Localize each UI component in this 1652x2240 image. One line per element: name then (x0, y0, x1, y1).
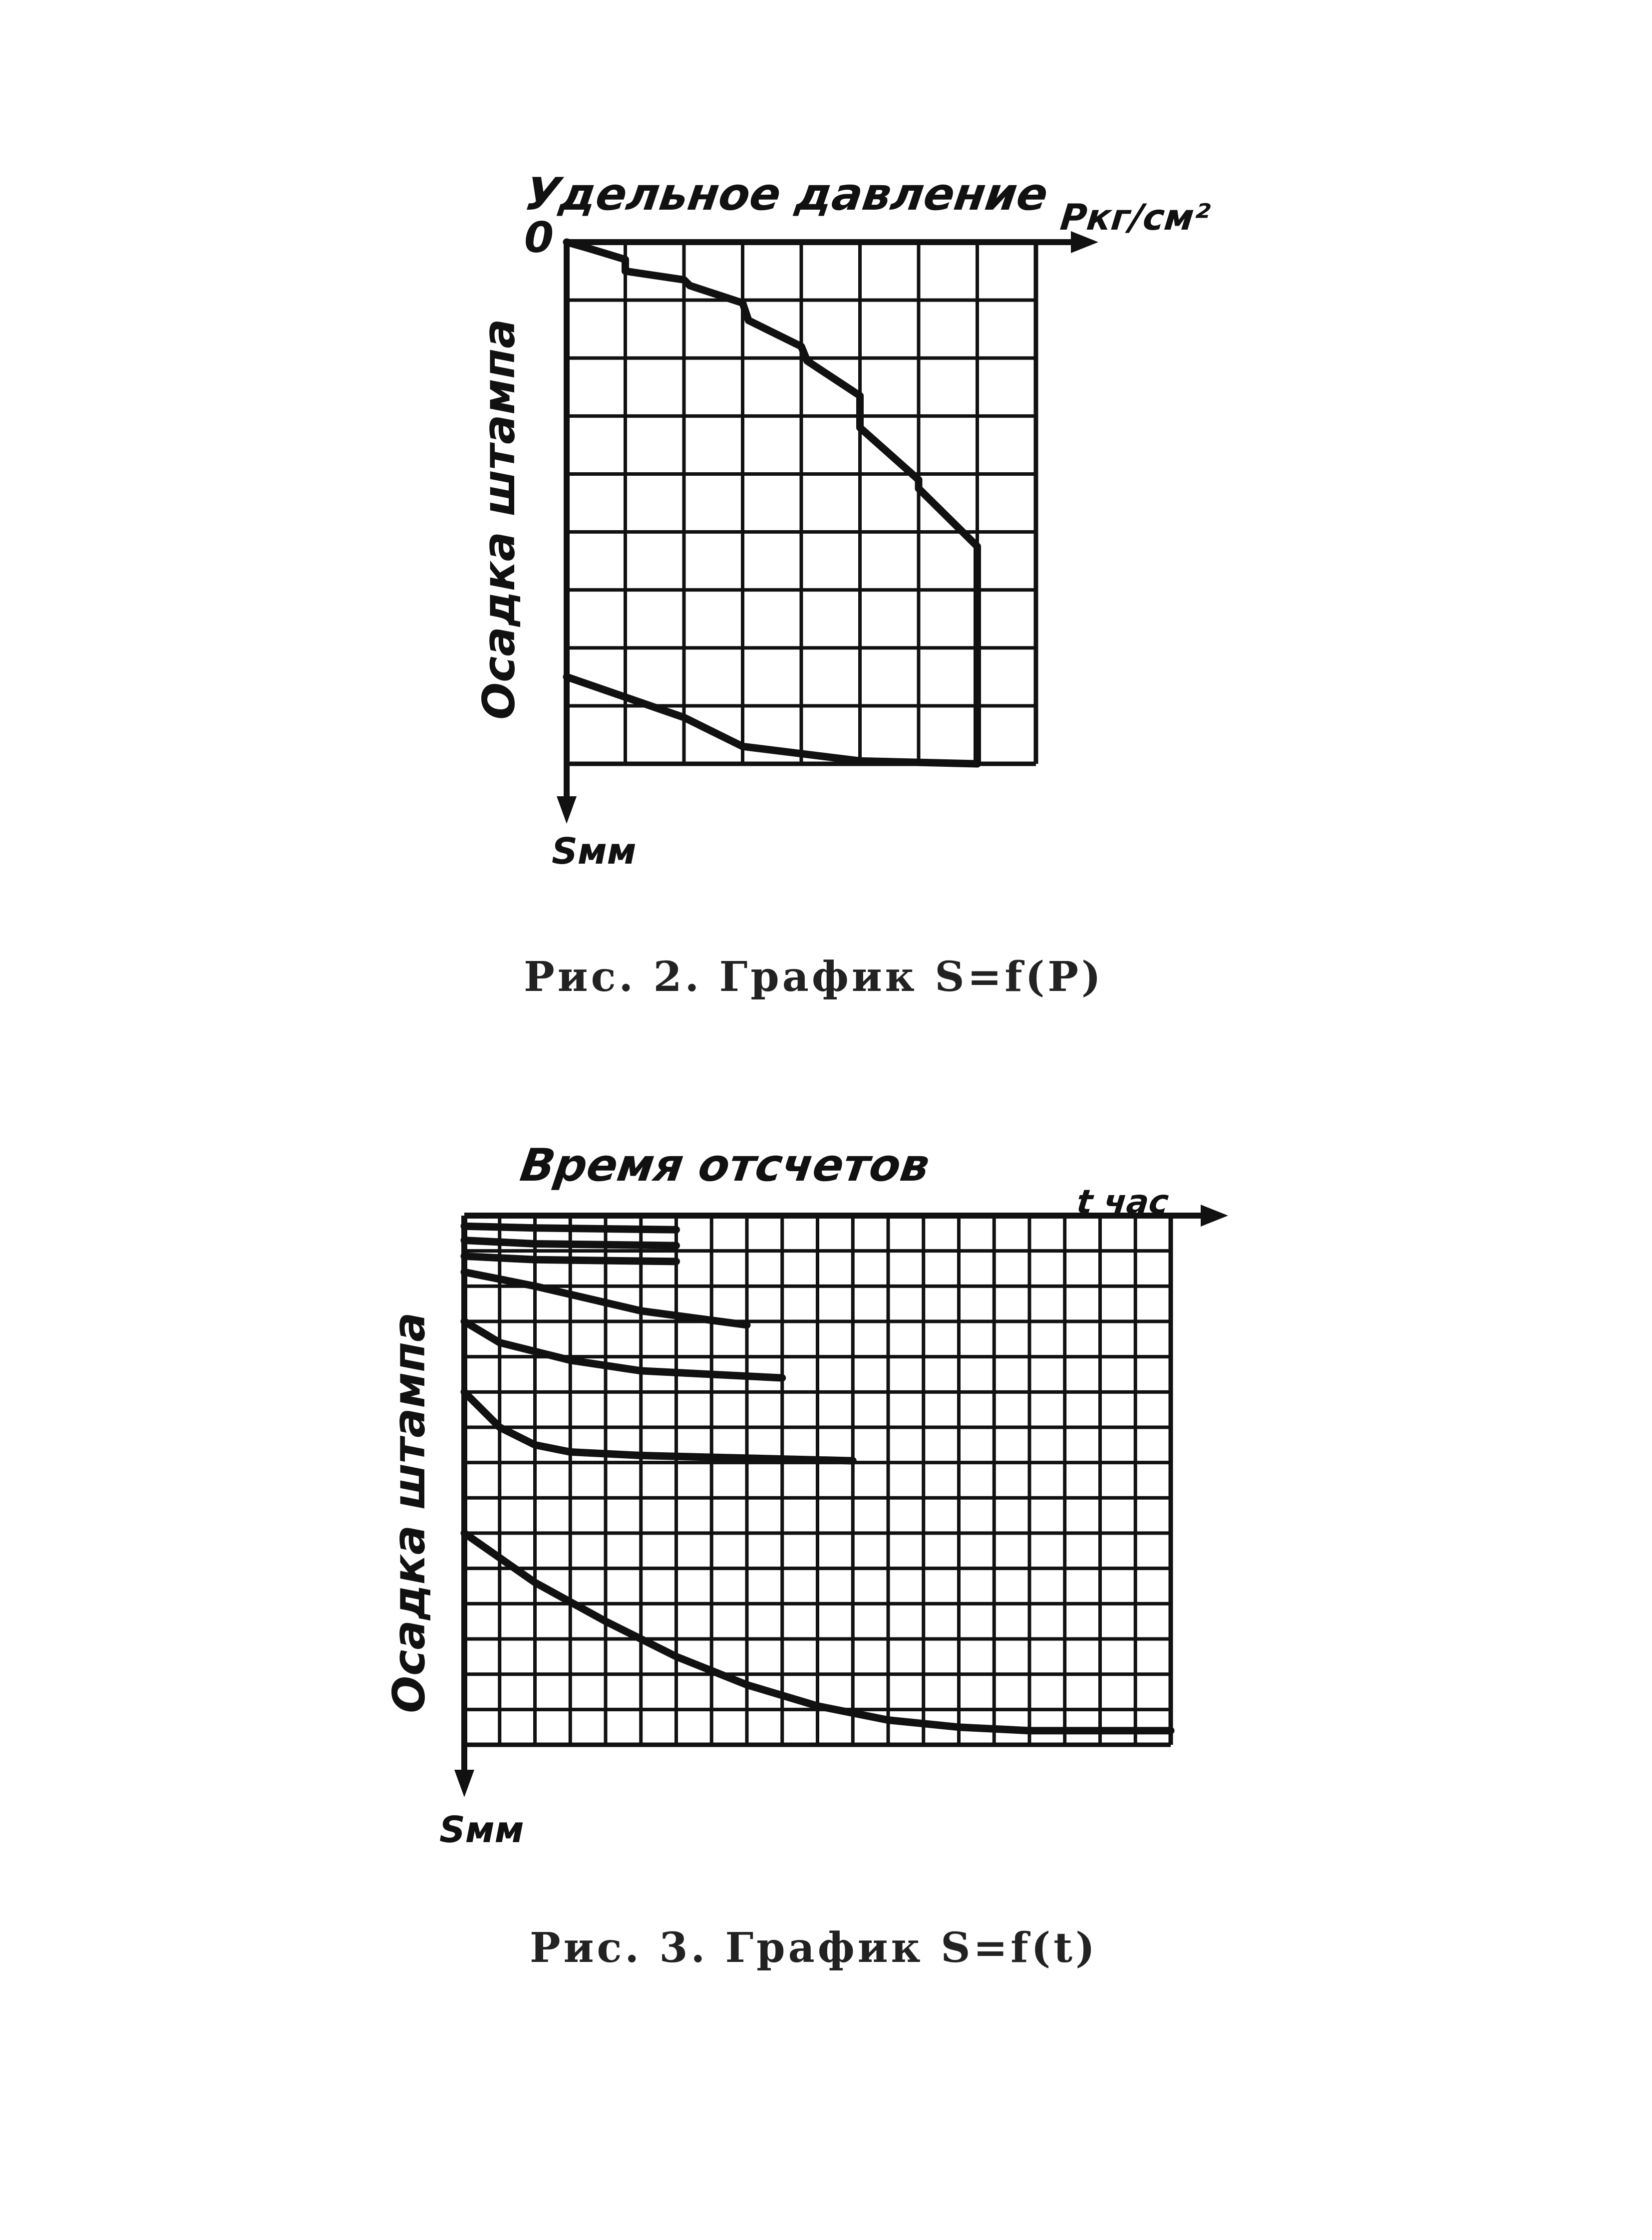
figure-3-caption: Рис. 3. График S=f(t) (530, 1924, 1098, 1972)
figure-2-chart: Удельное давление Pкг/см² 0 Осадка штамп… (473, 168, 1212, 1001)
figure-3-series-line-1 (460, 1222, 680, 1234)
figure-3-axes (454, 1205, 1228, 1797)
figure-2-series-line-1 (563, 238, 981, 768)
figure-3-series-line-5 (460, 1317, 786, 1382)
figure-2-caption: Рис. 2. График S=f(P) (524, 953, 1104, 1001)
figure-3-x-axis-unit: t час (1075, 1183, 1171, 1221)
figure-2-y-axis-title: Осадка штампа (473, 319, 525, 719)
figure-3-x-axis-title: Время отсчетов (517, 1139, 933, 1191)
figure-2-y-axis-arrow (557, 796, 577, 824)
figure-2-origin-label: 0 (524, 213, 554, 263)
figure-2-series (563, 238, 981, 768)
figure-2-grid (567, 242, 1038, 766)
figure-3-y-axis-arrow (454, 1770, 474, 1797)
figure-3-y-axis-unit: Sмм (439, 1809, 524, 1851)
figure-3-series-line-2 (460, 1237, 680, 1250)
figure-2-x-axis-arrow (1071, 231, 1098, 253)
figure-3-series-line-3 (460, 1252, 680, 1266)
figure-3-chart: Время отсчетов t час Осадка штампа Sмм Р… (383, 1139, 1228, 1972)
figure-3-grid (464, 1216, 1173, 1747)
figure-3-x-axis-arrow (1201, 1205, 1228, 1227)
figure-3-series-line-4 (460, 1268, 751, 1329)
figure-2-y-axis-unit: Sмм (552, 830, 637, 872)
figure-2-x-axis-title: Удельное давление (522, 168, 1051, 220)
figure-3-y-axis-title: Осадка штампа (383, 1312, 435, 1713)
figure-2-series-line-2 (563, 673, 981, 768)
figure-3-series (460, 1222, 1175, 1735)
figure-3-series-line-6 (460, 1388, 857, 1465)
figure-2-x-axis-unit: Pкг/см² (1058, 197, 1212, 239)
figure-2-axes (557, 231, 1098, 824)
figure-3-series-line-7 (460, 1529, 1175, 1735)
